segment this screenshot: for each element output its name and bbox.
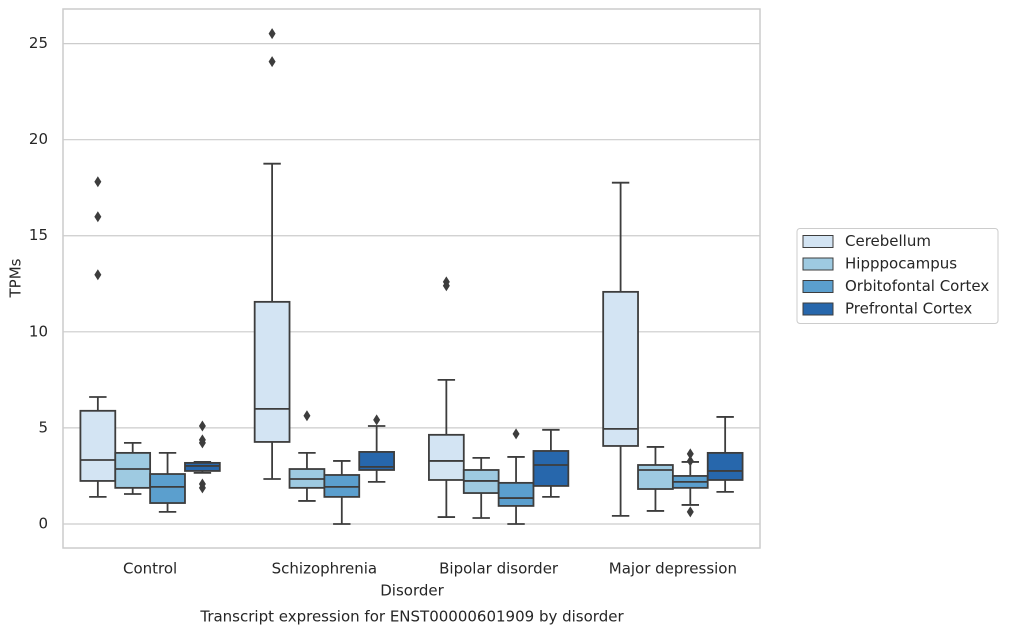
outlier (442, 280, 450, 292)
chart-title: Transcript expression for ENST0000060190… (199, 608, 624, 626)
box (79, 409, 117, 482)
box (602, 290, 639, 447)
y-tick-label: 0 (38, 514, 48, 532)
legend-swatch (802, 280, 834, 293)
y-axis-label: TPMs (7, 258, 25, 298)
box (532, 450, 570, 487)
box (706, 451, 744, 481)
x-tick-label: Bipolar disorder (439, 560, 559, 578)
box (428, 433, 465, 481)
legend-swatch (802, 257, 834, 271)
box (184, 461, 221, 472)
legend-label: Prefrontal Cortex (845, 300, 972, 318)
x-tick-label: Major depression (609, 560, 737, 578)
legend-label: Orbitofontal Cortex (845, 277, 989, 295)
y-tick-label: 25 (29, 34, 48, 52)
legend-frame (796, 228, 999, 324)
box (253, 300, 291, 443)
outlier (686, 506, 694, 518)
outlier (686, 448, 694, 460)
outlier (94, 269, 102, 281)
box (497, 481, 535, 507)
y-tick-label: 20 (29, 130, 48, 148)
y-tick-label: 10 (29, 322, 48, 340)
outlier (198, 437, 206, 449)
outlier (94, 176, 102, 188)
outlier (512, 428, 520, 440)
outlier (198, 420, 206, 432)
box (323, 474, 361, 498)
outlier (303, 410, 311, 422)
box (637, 464, 674, 490)
x-tick-label: Control (123, 560, 177, 578)
y-tick-label: 15 (29, 226, 48, 244)
box (358, 451, 395, 471)
legend-label: Cerebellum (845, 232, 931, 250)
box (149, 473, 186, 504)
y-tick-label: 5 (38, 418, 48, 436)
outlier (373, 414, 381, 426)
outlier (198, 482, 206, 494)
legend-swatch (802, 302, 834, 316)
x-axis-label: Disorder (380, 582, 444, 600)
x-tick-label: Schizophrenia (272, 560, 377, 578)
box (114, 451, 152, 489)
plot-frame (62, 8, 761, 549)
outlier (268, 56, 276, 68)
legend-swatch (802, 235, 834, 248)
outlier (686, 455, 694, 467)
outlier (268, 28, 276, 40)
outlier (94, 211, 102, 223)
legend-label: Hipppocampus (845, 255, 957, 273)
